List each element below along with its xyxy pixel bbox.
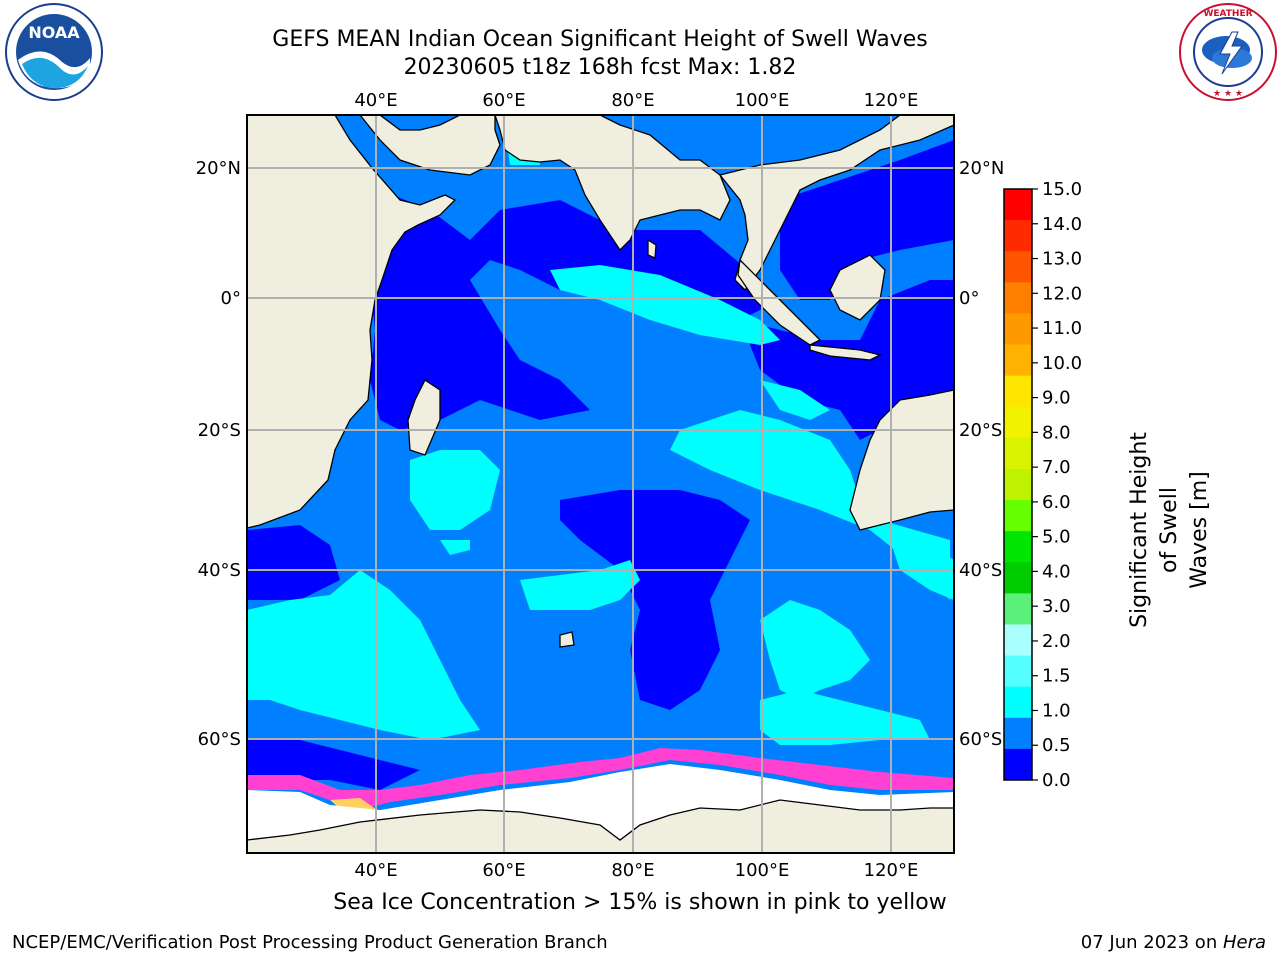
lon-label: 40°E — [354, 90, 397, 111]
colorbar-tick-label: 2.0 — [1042, 631, 1071, 652]
colorbar-swatch — [1004, 189, 1032, 221]
lat-labels-right: 20°N 0° 20°S 40°S 60°S — [959, 158, 1004, 750]
lat-label: 0° — [959, 288, 979, 309]
lon-label: 60°E — [482, 90, 525, 111]
colorbar-swatch — [1004, 437, 1032, 470]
map-area — [247, 115, 954, 853]
lat-label: 20°S — [198, 420, 241, 441]
colorbar-tick-label: 4.0 — [1042, 561, 1071, 582]
colorbar-title-line1: Significant Height of Swell — [1127, 432, 1182, 628]
gridlines — [247, 115, 954, 853]
colorbar-swatch — [1004, 624, 1032, 657]
high-swell-regions — [247, 130, 954, 745]
colorbar-tick-label: 11.0 — [1042, 318, 1082, 339]
lat-label: 20°N — [196, 158, 241, 179]
lon-label: 80°E — [611, 90, 654, 111]
colorbar-title: Significant Height of Swell Waves [m] — [1125, 420, 1215, 640]
colorbar-swatch — [1004, 344, 1032, 377]
colorbar-tick-label: 6.0 — [1042, 492, 1071, 513]
lat-label: 60°S — [959, 729, 1002, 750]
colorbar-swatch — [1004, 562, 1032, 594]
land — [247, 115, 954, 853]
lat-label: 0° — [221, 288, 241, 309]
footer-machine: Hera — [1222, 932, 1266, 953]
footer-producer: NCEP/EMC/Verification Post Processing Pr… — [12, 932, 608, 953]
colorbar-swatch — [1004, 748, 1032, 781]
colorbar-tick-label: 15.0 — [1042, 179, 1082, 200]
national-weather-service-logo: WEATHER ★ ★ ★ — [1179, 3, 1277, 101]
colorbar-swatch — [1004, 282, 1032, 314]
colorbar-swatch — [1004, 220, 1032, 252]
map-frame — [246, 114, 955, 854]
chart-subtitle: 20230605 t18z 168h fcst Max: 1.82 — [403, 55, 797, 80]
colorbar-tick-label: 7.0 — [1042, 457, 1071, 478]
chart-title: GEFS MEAN Indian Ocean Significant Heigh… — [272, 27, 928, 52]
colorbar-tick-label: 8.0 — [1042, 422, 1071, 443]
colorbar-frame — [1003, 188, 1033, 781]
colorbar-tick-label: 1.0 — [1042, 700, 1071, 721]
colorbar-swatch — [1004, 593, 1032, 625]
lon-label: 120°E — [864, 860, 919, 881]
svg-text:WEATHER: WEATHER — [1203, 9, 1252, 19]
colorbar-tick-label: 13.0 — [1042, 249, 1082, 270]
lon-labels-top: 40°E 60°E 80°E 100°E 120°E — [354, 90, 918, 111]
svg-text:★ ★ ★: ★ ★ ★ — [1213, 89, 1243, 99]
colorbar-swatch — [1004, 655, 1032, 688]
lon-label: 80°E — [611, 860, 654, 881]
colorbar-swatch — [1004, 686, 1032, 719]
colorbar-tick-label: 10.0 — [1042, 353, 1082, 374]
colorbar-tick-label: 9.0 — [1042, 388, 1071, 409]
colorbar-swatch — [1004, 375, 1032, 408]
colorbar-title-line2: Waves [m] — [1187, 471, 1212, 589]
lat-label: 20°N — [959, 158, 1004, 179]
colorbar-tick-label: 5.0 — [1042, 527, 1071, 548]
colorbar-swatch — [1004, 406, 1032, 439]
colorbar-tick-label: 14.0 — [1042, 214, 1082, 235]
lon-label: 60°E — [482, 860, 525, 881]
colorbar: 15.0 14.0 13.0 12.0 11.0 10.0 9.0 8.0 7.0 6.0 5.0 4… — [1003, 179, 1082, 791]
footer-date-text: 07 Jun 2023 on — [1080, 932, 1223, 953]
colorbar-swatch — [1004, 500, 1032, 532]
colorbar-swatch — [1004, 531, 1032, 563]
colorbar-tick-label: 3.0 — [1042, 596, 1071, 617]
lon-labels-bottom: 40°E 60°E 80°E 100°E 120°E — [354, 860, 918, 881]
lon-label: 100°E — [735, 860, 790, 881]
lat-labels-left: 20°N 0° 20°S 40°S 60°S — [196, 158, 241, 750]
colorbar-tick-label: 0.0 — [1042, 770, 1071, 791]
sea-ice-note: Sea Ice Concentration > 15% is shown in … — [333, 890, 947, 915]
lat-label: 60°S — [198, 729, 241, 750]
lon-label: 40°E — [354, 860, 397, 881]
lon-label: 100°E — [735, 90, 790, 111]
colorbar-tick-label: 1.5 — [1042, 666, 1071, 687]
footer-date: 07 Jun 2023 on Hera — [1081, 932, 1266, 953]
low-swell-regions — [247, 140, 954, 790]
lat-label: 40°S — [198, 560, 241, 581]
sea-ice-edge — [247, 748, 954, 810]
noaa-logo: NOAA — [5, 3, 103, 101]
lat-label: 20°S — [959, 420, 1002, 441]
colorbar-swatch — [1004, 313, 1032, 346]
lon-label: 120°E — [864, 90, 919, 111]
colorbar-swatch — [1004, 717, 1032, 750]
colorbar-tick-label: 12.0 — [1042, 283, 1082, 304]
noaa-logo-text: NOAA — [28, 23, 80, 42]
colorbar-swatch — [1004, 251, 1032, 283]
colorbar-swatch — [1004, 468, 1032, 501]
lat-label: 40°S — [959, 560, 1002, 581]
colorbar-tick-label: 0.5 — [1042, 735, 1071, 756]
